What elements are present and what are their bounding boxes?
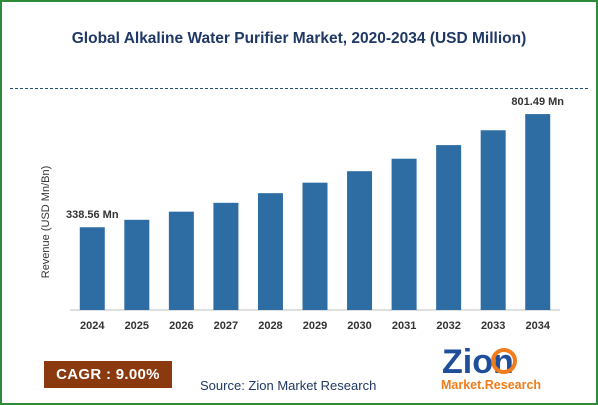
- logo-globe-icon: [491, 348, 517, 374]
- x-tick-label: 2029: [303, 320, 327, 332]
- x-tick-label: 2034: [525, 320, 550, 332]
- data-label: 338.56 Mn: [66, 209, 119, 221]
- x-tick-label: 2033: [481, 320, 505, 332]
- x-tick-label: 2028: [258, 320, 282, 332]
- x-tick-label: 2030: [347, 320, 371, 332]
- data-label: 801.49 Mn: [511, 96, 564, 108]
- logo-word-market-research: Market.Research: [441, 378, 541, 392]
- bar-2028: [257, 193, 283, 310]
- bar-2027: [213, 202, 239, 310]
- zion-logo-icon: Zion Market.Research: [441, 343, 541, 392]
- x-tick-label: 2031: [392, 320, 416, 332]
- source-note: Source: Zion Market Research: [200, 378, 377, 393]
- bar-2033: [480, 130, 506, 310]
- bar-2030: [347, 171, 373, 310]
- bar-2026: [168, 211, 194, 310]
- chart-title: Global Alkaline Water Purifier Market, 2…: [71, 30, 527, 47]
- x-tick-label: 2025: [125, 320, 149, 332]
- bar-2025: [124, 219, 150, 310]
- y-axis-label: Revenue (USD Mn/Bn): [40, 165, 52, 279]
- bar-2024: [79, 227, 105, 310]
- title-divider: [10, 88, 588, 89]
- bar-2029: [302, 182, 328, 310]
- x-tick-label: 2026: [169, 320, 193, 332]
- x-tick-label: 2024: [80, 320, 105, 332]
- bar-2034: [525, 114, 551, 310]
- bar-2032: [436, 145, 462, 310]
- bar-2031: [391, 158, 417, 310]
- x-tick-label: 2032: [436, 320, 460, 332]
- cagr-badge: CAGR : 9.00%: [44, 361, 172, 388]
- x-tick-label: 2027: [214, 320, 238, 332]
